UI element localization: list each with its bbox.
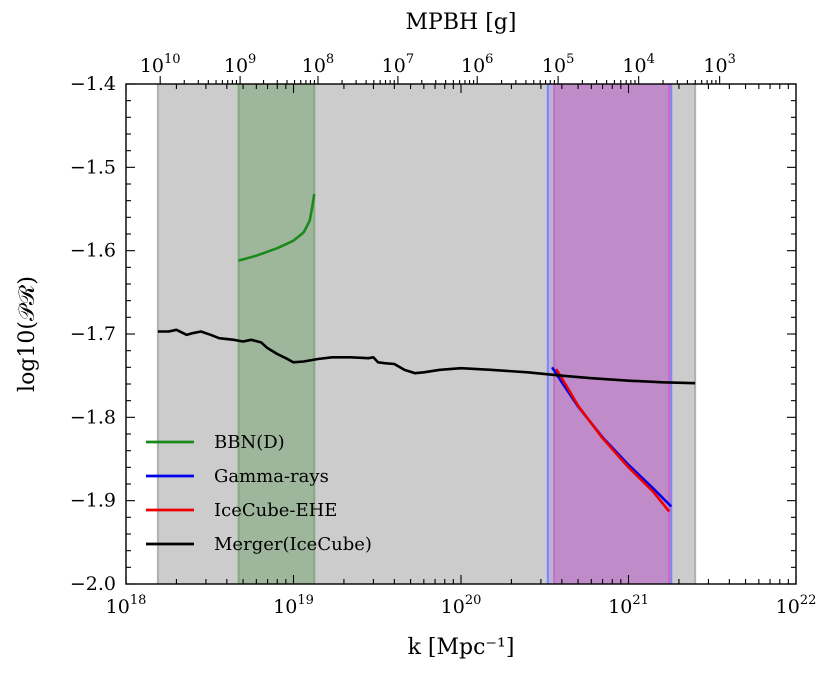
top-tick-label: 109 bbox=[224, 52, 256, 77]
legend-label: Merger(IceCube) bbox=[214, 534, 372, 555]
top-tick-label: 103 bbox=[703, 52, 735, 77]
legend-label: BBN(D) bbox=[214, 432, 285, 453]
top-tick-label: 108 bbox=[302, 52, 334, 77]
series-line-bbn-d bbox=[238, 193, 316, 262]
y-tick-label: −1.6 bbox=[70, 240, 116, 262]
series-line-icecube-ehe bbox=[555, 368, 671, 513]
top-axis-label: MPBH [g] bbox=[406, 10, 517, 35]
x-tick-label: 1021 bbox=[608, 593, 649, 618]
legend-label: Gamma-rays bbox=[214, 466, 329, 487]
tick-labels: 1018 1019 1020 1021 1022 1010 109 108 107 106 105 1… bbox=[70, 52, 817, 618]
bbn-region bbox=[238, 84, 315, 584]
y-tick-label: −1.9 bbox=[70, 490, 116, 512]
legend-label: IceCube-EHE bbox=[214, 500, 337, 521]
series-line-merger-icecube bbox=[157, 328, 696, 385]
y-tick-label: −1.7 bbox=[70, 323, 116, 345]
icecube-region bbox=[554, 84, 670, 584]
plot-frame bbox=[125, 83, 797, 585]
legend: BBN(D) Gamma-rays IceCube-EHE Merger(IceCub… bbox=[146, 432, 372, 555]
top-tick-label: 104 bbox=[622, 52, 654, 77]
y-tick-label: −1.4 bbox=[70, 73, 116, 95]
y-tick-label: −1.8 bbox=[70, 406, 116, 428]
top-tick-label: 105 bbox=[542, 52, 574, 77]
y-axis-label: log10(𝒫ℛ) bbox=[15, 276, 40, 392]
series-lines bbox=[157, 193, 696, 513]
shaded-regions bbox=[156, 84, 697, 584]
x-tick-label: 1020 bbox=[441, 593, 482, 618]
x-tick-label: 1019 bbox=[273, 593, 314, 618]
x-tick-label: 1018 bbox=[106, 593, 147, 618]
x-tick-label: 1022 bbox=[776, 593, 817, 618]
x-axis-label: k [Mpc⁻¹] bbox=[408, 635, 515, 660]
axis-ticks bbox=[125, 76, 797, 585]
top-tick-label: 107 bbox=[382, 52, 414, 77]
top-tick-label: 106 bbox=[461, 52, 493, 77]
y-tick-label: −1.5 bbox=[70, 156, 116, 178]
top-tick-label: 1010 bbox=[140, 52, 181, 77]
y-tick-label: −2.0 bbox=[70, 573, 116, 595]
